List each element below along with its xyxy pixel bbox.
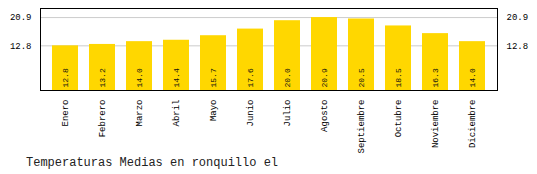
svg-text:17.6: 17.6 <box>246 68 255 87</box>
svg-text:13.2: 13.2 <box>98 68 107 87</box>
svg-text:12.8: 12.8 <box>507 42 529 52</box>
svg-text:12.8: 12.8 <box>10 42 32 52</box>
svg-text:14.4: 14.4 <box>172 68 181 87</box>
svg-text:12.8: 12.8 <box>61 68 70 87</box>
svg-text:15.7: 15.7 <box>209 68 218 87</box>
svg-text:14.0: 14.0 <box>468 68 477 87</box>
svg-text:Septiembre: Septiembre <box>357 100 367 154</box>
svg-text:20.9: 20.9 <box>10 13 32 23</box>
svg-text:Marzo: Marzo <box>135 100 145 127</box>
svg-text:Agosto: Agosto <box>320 100 330 132</box>
svg-text:18.5: 18.5 <box>394 68 403 87</box>
svg-text:20.5: 20.5 <box>357 68 366 87</box>
svg-text:14.0: 14.0 <box>135 68 144 87</box>
svg-text:16.3: 16.3 <box>431 68 440 87</box>
svg-text:Enero: Enero <box>61 100 71 127</box>
svg-text:Junio: Junio <box>246 100 256 127</box>
svg-text:20.9: 20.9 <box>320 68 329 87</box>
svg-text:Noviembre: Noviembre <box>431 100 441 149</box>
svg-text:Febrero: Febrero <box>98 100 108 138</box>
html-text:Temperaturas Medias en ronquil: Temperaturas Medias en ronquillo el <box>26 156 278 170</box>
svg-text:Mayo: Mayo <box>209 100 219 122</box>
svg-text:20.0: 20.0 <box>283 68 292 87</box>
svg-text:20.9: 20.9 <box>507 13 529 23</box>
svg-text:Diciembre: Diciembre <box>468 100 478 149</box>
svg-text:Abril: Abril <box>172 100 182 127</box>
svg-text:Julio: Julio <box>283 100 293 127</box>
svg-text:Octubre: Octubre <box>394 100 404 138</box>
